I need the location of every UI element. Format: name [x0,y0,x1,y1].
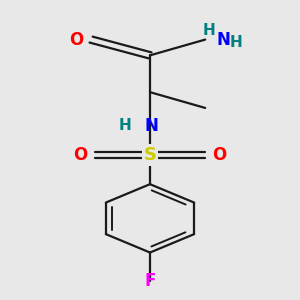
Text: H: H [119,118,132,133]
Text: O: O [70,31,84,49]
Text: O: O [213,146,227,164]
Text: F: F [144,272,156,290]
Text: N: N [145,117,159,135]
Text: H: H [202,23,215,38]
Text: S: S [143,146,157,164]
Text: N: N [216,31,230,49]
Text: H: H [229,35,242,50]
Text: O: O [73,146,87,164]
